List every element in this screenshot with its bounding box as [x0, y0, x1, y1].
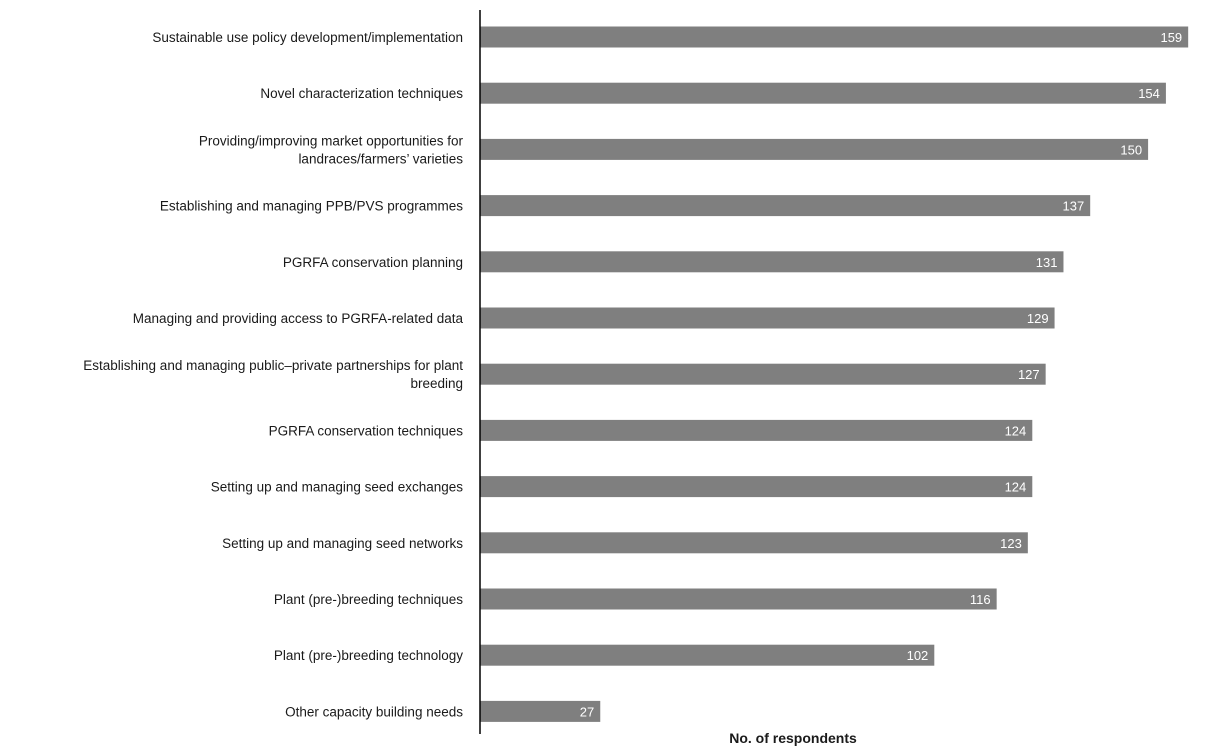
data-label-4: 137: [1062, 199, 1084, 214]
bar-8: [480, 419, 1033, 441]
bar-3: [480, 138, 1149, 160]
bar-11: [480, 588, 997, 610]
category-label-6: Managing and providing access to PGRFA-r…: [133, 311, 464, 326]
data-label-3: 150: [1120, 142, 1142, 157]
category-label-13: Other capacity building needs: [285, 704, 463, 719]
bar-1: [480, 26, 1189, 48]
data-label-6: 129: [1027, 311, 1049, 326]
category-label-9: Setting up and managing seed exchanges: [211, 480, 463, 495]
data-label-12: 102: [907, 648, 929, 663]
data-label-1: 159: [1160, 30, 1182, 45]
category-label-11: Plant (pre-)breeding techniques: [274, 592, 463, 607]
data-label-13: 27: [580, 704, 594, 719]
bar-4: [480, 195, 1091, 217]
data-label-7: 127: [1018, 367, 1040, 382]
data-label-11: 116: [970, 592, 991, 607]
bars-group: [480, 26, 1189, 722]
category-label-4: Establishing and managing PPB/PVS progra…: [160, 199, 463, 214]
value-labels-group: 159 154 150 137 131 129 127 124 124 123 116 102 27: [580, 30, 1182, 719]
data-label-10: 123: [1000, 536, 1022, 551]
x-axis-label: No. of respondents: [729, 730, 857, 746]
bar-9: [480, 476, 1033, 498]
bar-7: [480, 363, 1046, 385]
category-label-5: PGRFA conservation planning: [283, 255, 463, 270]
data-label-2: 154: [1138, 86, 1160, 101]
category-labels-group: Sustainable use policy development/imple…: [83, 30, 463, 719]
category-label-8: PGRFA conservation techniques: [269, 423, 464, 438]
bar-12: [480, 644, 935, 666]
category-label-3-line-1: Providing/improving market opportunities…: [199, 133, 464, 148]
data-label-8: 124: [1005, 423, 1027, 438]
category-label-7-line-1: Establishing and managing public–private…: [83, 358, 463, 373]
bar-5: [480, 251, 1064, 273]
category-label-7-line-2: breeding: [410, 376, 463, 391]
data-label-5: 131: [1036, 255, 1058, 270]
bar-13: [480, 700, 601, 722]
category-label-10: Setting up and managing seed networks: [222, 536, 463, 551]
category-label-12: Plant (pre-)breeding technology: [274, 648, 463, 663]
bar-6: [480, 307, 1055, 329]
category-label-1: Sustainable use policy development/imple…: [152, 30, 463, 45]
bar-2: [480, 82, 1166, 104]
category-label-3-line-2: landraces/farmers’ varieties: [298, 151, 463, 166]
data-label-9: 124: [1005, 480, 1027, 495]
bar-10: [480, 532, 1028, 554]
category-label-2: Novel characterization techniques: [260, 86, 463, 101]
